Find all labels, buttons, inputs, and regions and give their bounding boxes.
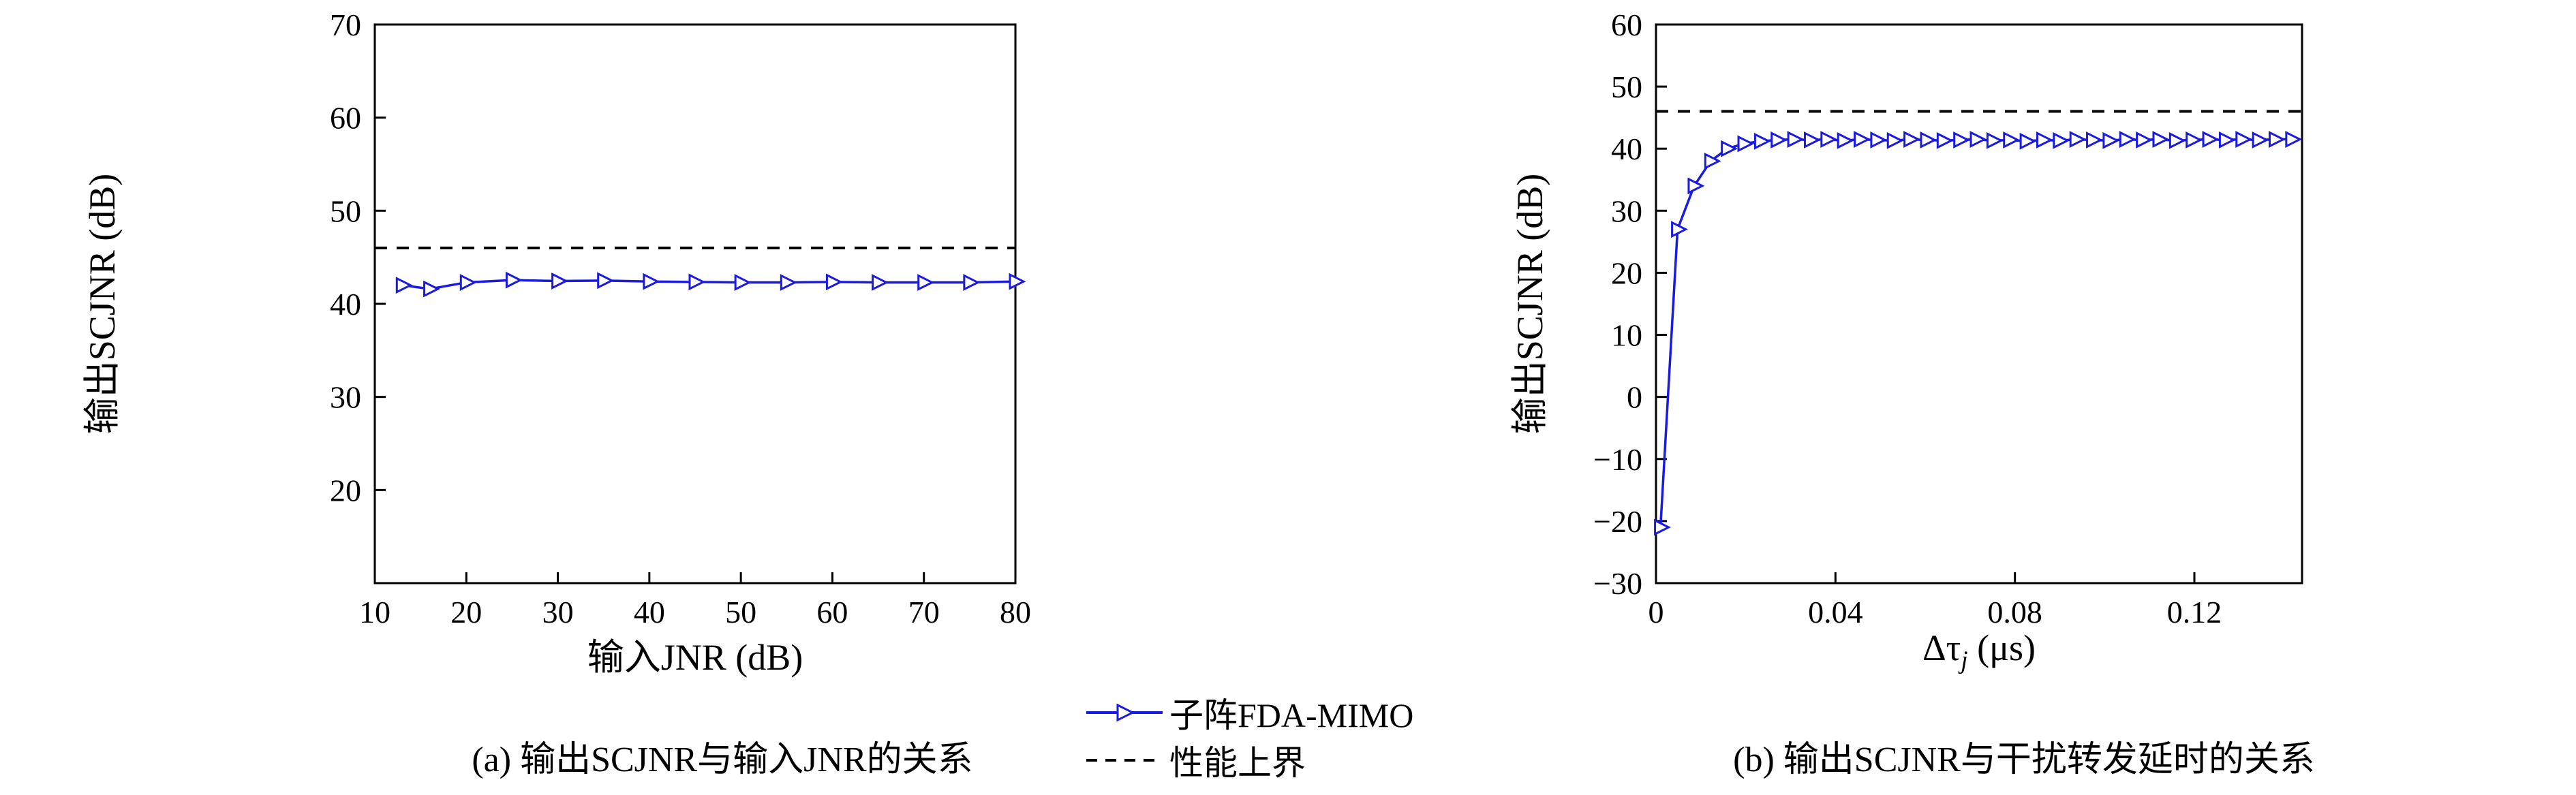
series-line-marker-icon [1086,703,1163,722]
chart-b-caption: (b) 输出SCJNR与干扰转发延时的关系 [1733,741,2315,779]
svg-text:80: 80 [1000,595,1031,629]
svg-text:30: 30 [330,380,361,415]
dashed-line-icon [1086,759,1163,762]
svg-text:20: 20 [1611,255,1642,290]
chart-a-caption: (a) 输出SCJNR与输入JNR的关系 [472,741,973,779]
svg-text:60: 60 [816,595,848,629]
svg-text:10: 10 [359,595,390,629]
svg-text:60: 60 [1611,7,1642,42]
svg-text:−20: −20 [1593,504,1642,539]
svg-text:50: 50 [1611,69,1642,104]
svg-text:70: 70 [330,7,361,42]
legend-label-bound: 性能上界 [1169,744,1306,782]
legend-label-series: 子阵FDA-MIMO [1169,696,1414,734]
svg-text:30: 30 [542,595,574,629]
svg-text:50: 50 [725,595,756,629]
chart-a-xlabel: 输入JNR (dB) [587,637,803,678]
chart-b-xlabel-post: (μs) [1967,627,2036,668]
svg-text:0.04: 0.04 [1808,595,1863,629]
svg-text:40: 40 [634,595,665,629]
svg-text:40: 40 [330,287,361,322]
chart-b-ylabel: 输出SCJNR (dB) [1509,173,1550,435]
svg-text:40: 40 [1611,131,1642,166]
chart-b-xlabel-sub: j [1961,645,1968,674]
svg-text:0.12: 0.12 [2167,595,2222,629]
svg-text:20: 20 [330,473,361,508]
legend: 子阵FDA-MIMO 性能上界 [1084,693,1413,782]
chart-a-plot: 10 20 30 40 50 60 70 80 20 30 40 50 60 70 [330,7,1031,629]
svg-text:20: 20 [450,595,482,629]
svg-text:0.08: 0.08 [1987,595,2042,629]
chart-b-xlabel: Δτj (μs) [1656,627,2302,674]
svg-text:60: 60 [330,101,361,136]
chart-b-plot: 0 0.04 0.08 0.12 −30 −20 −10 0 10 20 30 40 50 60 [1593,7,2303,629]
svg-text:10: 10 [1611,318,1642,353]
svg-text:0: 0 [1649,595,1664,629]
svg-text:−10: −10 [1593,442,1642,477]
svg-text:70: 70 [908,595,940,629]
svg-text:−30: −30 [1593,566,1642,601]
svg-text:30: 30 [1611,193,1642,228]
svg-text:0: 0 [1627,380,1642,415]
chart-a-ylabel: 输出SCJNR (dB) [82,173,123,435]
legend-item-series: 子阵FDA-MIMO [1084,693,1413,734]
chart-b-xlabel-pre: Δτ [1922,627,1961,668]
svg-text:50: 50 [330,193,361,228]
legend-item-bound: 性能上界 [1084,741,1413,782]
